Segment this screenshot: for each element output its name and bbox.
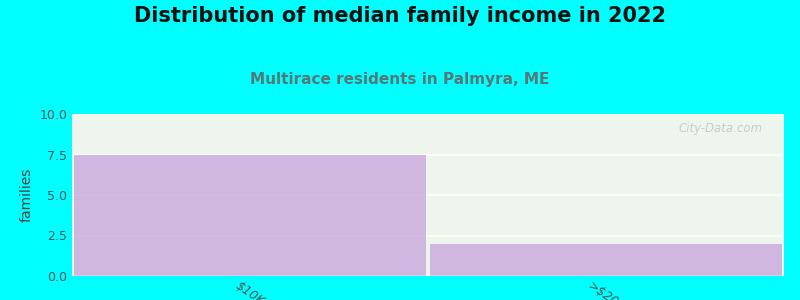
Bar <box>430 244 782 276</box>
Text: City-Data.com: City-Data.com <box>678 122 762 135</box>
Text: Distribution of median family income in 2022: Distribution of median family income in … <box>134 6 666 26</box>
Y-axis label: families: families <box>20 168 34 222</box>
Bar <box>74 154 426 276</box>
Text: Multirace residents in Palmyra, ME: Multirace residents in Palmyra, ME <box>250 72 550 87</box>
